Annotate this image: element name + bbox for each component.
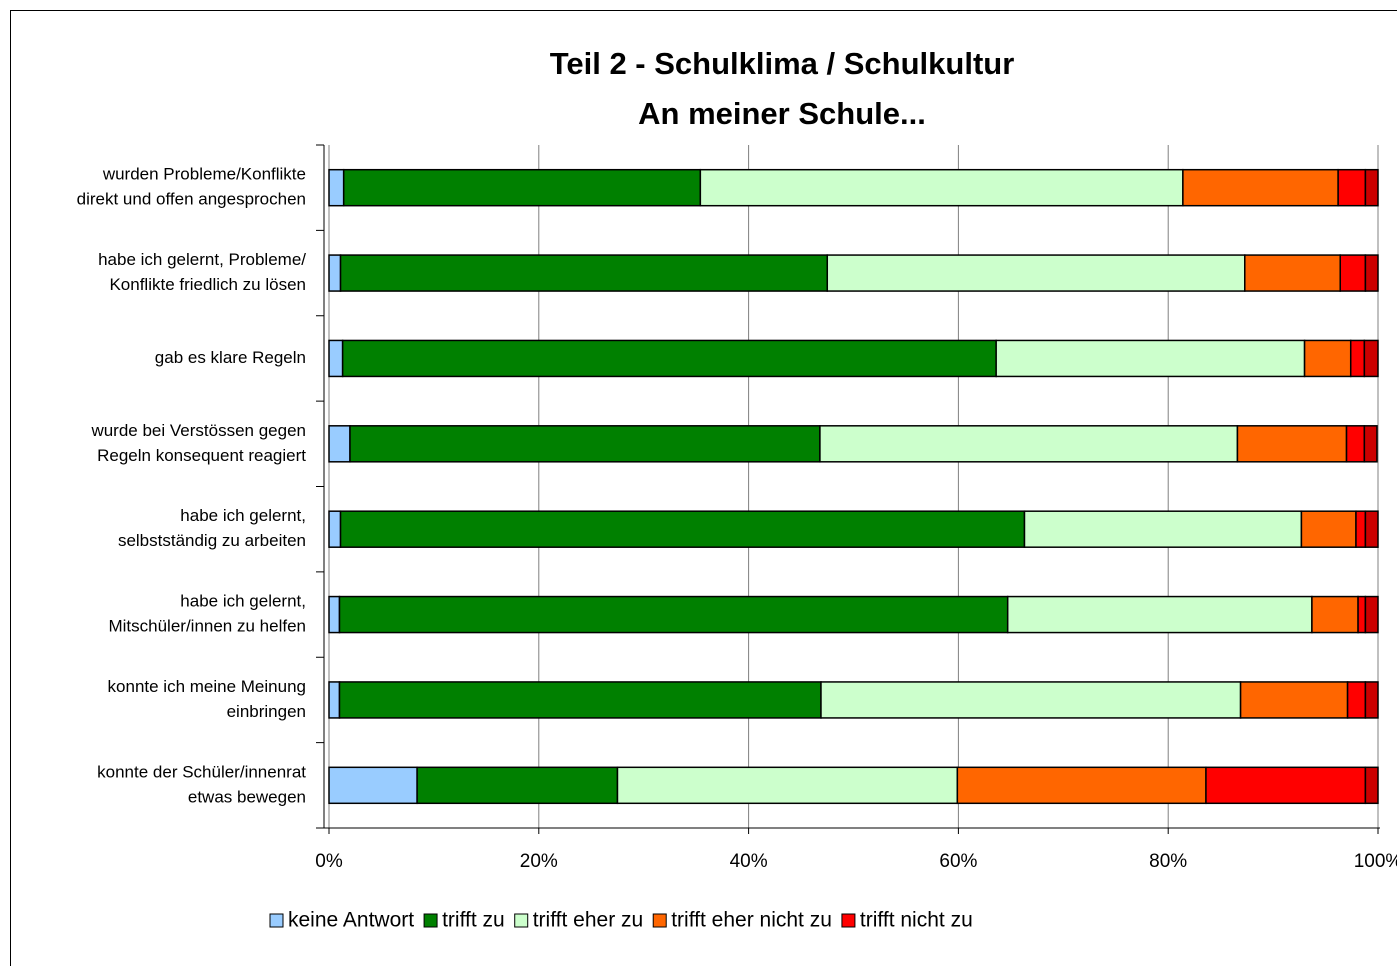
bar-segment (1363, 425, 1378, 463)
legend-label: trifft eher zu (533, 909, 644, 932)
bar-segment (826, 254, 1246, 292)
x-tick-label: 0% (315, 851, 343, 872)
y-tick-label: einbringen (227, 702, 306, 721)
legend-swatch (841, 913, 856, 928)
bar-segment (349, 425, 821, 463)
bar-segment (1244, 254, 1341, 292)
bar-segment (338, 595, 1009, 634)
legend-label: trifft zu (442, 909, 505, 932)
bar-segment (339, 254, 829, 292)
bar-segment (339, 510, 1026, 548)
chart-title: Teil 2 - Schulklima / Schulkultur (550, 46, 1015, 81)
bar-segment (328, 168, 345, 207)
y-tick-label: habe ich gelernt, (180, 506, 306, 525)
x-tick-label: 60% (939, 851, 977, 872)
bar-segment (342, 168, 702, 207)
chart-title: An meiner Schule... (638, 96, 926, 131)
y-tick-label: wurde bei Verstössen gegen (90, 421, 306, 440)
bar-segment (995, 339, 1306, 378)
y-tick-label: Mitschüler/innen zu helfen (108, 617, 306, 636)
bar-segment (328, 681, 341, 719)
plot-area (324, 145, 1380, 828)
legend-swatch (269, 913, 284, 928)
bar-segment (1355, 510, 1367, 548)
bar-segment (1364, 766, 1379, 805)
bar-segment (416, 766, 619, 805)
bar-segment (328, 595, 341, 634)
y-tick-label: konnte der Schüler/innenrat (97, 762, 306, 781)
bar-segment (1363, 339, 1379, 378)
bar-segment (1311, 595, 1359, 634)
legend-label: trifft eher nicht zu (671, 909, 832, 932)
x-tick-label: 80% (1149, 851, 1187, 872)
bar-segment (338, 681, 822, 719)
x-tick-label: 20% (520, 851, 558, 872)
bar-segment (1303, 339, 1352, 378)
bar-segment (328, 339, 344, 378)
bar-segment (820, 681, 1242, 719)
x-tick-label: 40% (730, 851, 768, 872)
y-tick-label: selbstständig zu arbeiten (118, 531, 306, 550)
bar-segment (328, 254, 342, 292)
bar-segment (1364, 681, 1379, 719)
bar-segment (1339, 254, 1367, 292)
bar-segment (328, 425, 351, 463)
y-tick-label: etwas bewegen (188, 787, 306, 806)
y-tick-label: wurden Probleme/Konflikte (102, 165, 306, 184)
y-tick-label: Regeln konsequent reagiert (97, 446, 306, 465)
bar-segment (1239, 681, 1349, 719)
bar-segment (1345, 425, 1366, 463)
bar-segment (1205, 766, 1367, 805)
bar-segment (328, 766, 418, 805)
bar-segment (956, 766, 1207, 805)
legend-swatch (514, 913, 529, 928)
bar-segment (328, 510, 342, 548)
bar-segment (699, 168, 1184, 207)
bar-segment (819, 425, 1239, 463)
bar-segment (1364, 254, 1379, 292)
bar-segment (1236, 425, 1348, 463)
legend-swatch (423, 913, 438, 928)
legend-label: trifft nicht zu (860, 909, 973, 932)
bar-segment (1346, 681, 1367, 719)
bar-segment (1364, 595, 1379, 634)
y-tick-label: direkt und offen angesprochen (77, 190, 306, 209)
y-tick-label: Konflikte friedlich zu lösen (109, 275, 306, 294)
bar-segment (616, 766, 959, 805)
y-tick-label: gab es klare Regeln (155, 348, 306, 367)
x-tick-label: 100% (1354, 851, 1397, 872)
bar-segment (1023, 510, 1303, 548)
y-tick-label: konnte ich meine Meinung (108, 677, 306, 696)
bar-segment (1364, 510, 1379, 548)
bar-segment (1349, 339, 1366, 378)
legend-swatch (652, 913, 667, 928)
bar-segment (1182, 168, 1339, 207)
bar-segment (1337, 168, 1367, 207)
y-tick-label: habe ich gelernt, Probleme/ (98, 250, 306, 269)
bar-segment (1300, 510, 1357, 548)
bar-segment (1364, 168, 1379, 207)
legend-label: keine Antwort (288, 909, 414, 932)
bar-segment (1357, 595, 1367, 634)
y-tick-label: habe ich gelernt, (180, 592, 306, 611)
bar-segment (1006, 595, 1313, 634)
bar-segment (341, 339, 997, 378)
